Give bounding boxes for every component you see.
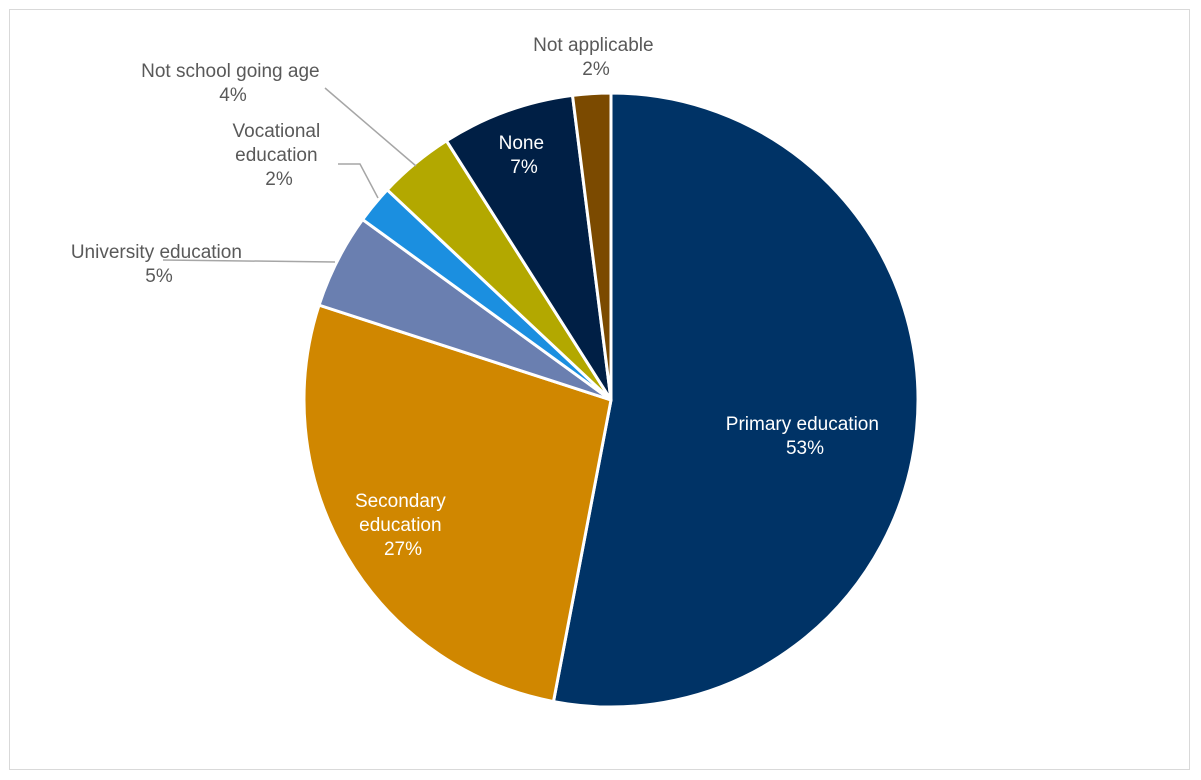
slice-name-not-applicable: Not applicable bbox=[533, 35, 653, 56]
pie-slices bbox=[302, 91, 920, 709]
slice-name-vocational-education-line2: education bbox=[235, 145, 317, 166]
slice-label-none: None 7% bbox=[499, 133, 550, 178]
slice-label-not-applicable: Not applicable 2% bbox=[533, 35, 659, 80]
slice-name-university-education: University education bbox=[71, 242, 242, 263]
slice-value-university-education: 5% bbox=[145, 266, 173, 287]
slice-name-none: None bbox=[499, 133, 544, 154]
slice-label-university-education: University education 5% bbox=[71, 242, 247, 287]
leader-lines bbox=[162, 87, 417, 263]
slice-name-primary-education: Primary education bbox=[726, 414, 879, 435]
slice-name-vocational-education-line1: Vocational bbox=[233, 121, 321, 142]
slice-label-primary-education: Primary education 53% bbox=[726, 414, 884, 459]
slice-value-secondary-education: 27% bbox=[384, 539, 422, 560]
slice-label-secondary-education: Secondary education 27% bbox=[355, 491, 451, 560]
slice-label-vocational-education: Vocational education 2% bbox=[233, 121, 326, 190]
pie-slice-none bbox=[445, 93, 613, 402]
leader-line-vocational-education bbox=[338, 163, 379, 199]
slice-value-primary-education: 53% bbox=[786, 438, 824, 459]
pie-slice-primary-education bbox=[551, 91, 920, 709]
slice-value-not-applicable: 2% bbox=[582, 59, 610, 80]
slice-value-none: 7% bbox=[510, 157, 538, 178]
leader-line-not-school-going-age bbox=[324, 87, 417, 167]
slice-value-vocational-education: 2% bbox=[265, 169, 293, 190]
slice-value-not-school-going-age: 4% bbox=[219, 85, 247, 106]
leader-line-university-education bbox=[162, 259, 336, 263]
pie-slice-not-applicable bbox=[571, 91, 613, 402]
pie-slice-secondary-education bbox=[302, 303, 613, 704]
slice-name-secondary-education-line1: Secondary bbox=[355, 491, 446, 512]
slice-name-secondary-education-line2: education bbox=[359, 515, 441, 536]
slice-label-not-school-going-age: Not school going age 4% bbox=[141, 61, 325, 106]
slice-name-not-school-going-age: Not school going age bbox=[141, 61, 320, 82]
